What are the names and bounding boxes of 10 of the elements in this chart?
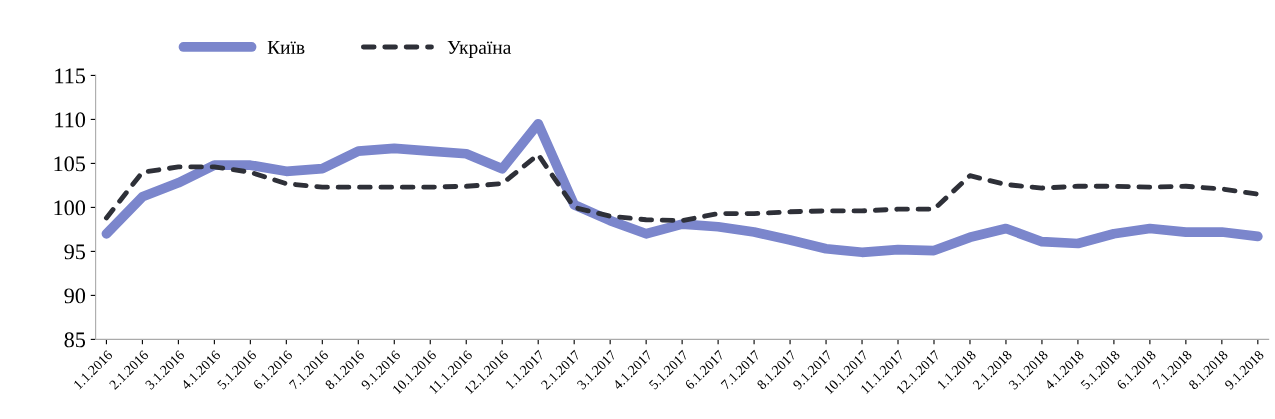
legend-label: Київ <box>267 41 305 54</box>
y-tick-label: 90 <box>64 288 86 304</box>
y-tick-label: 95 <box>64 244 86 260</box>
y-tick-label: 110 <box>55 112 86 128</box>
y-tick-label: 100 <box>54 200 86 216</box>
legend-label: Україна <box>447 41 512 58</box>
line-series <box>103 152 1261 224</box>
y-tick-label: 105 <box>54 156 86 172</box>
y-tick-label: 115 <box>55 68 86 84</box>
y-tick-label: 85 <box>64 332 86 348</box>
